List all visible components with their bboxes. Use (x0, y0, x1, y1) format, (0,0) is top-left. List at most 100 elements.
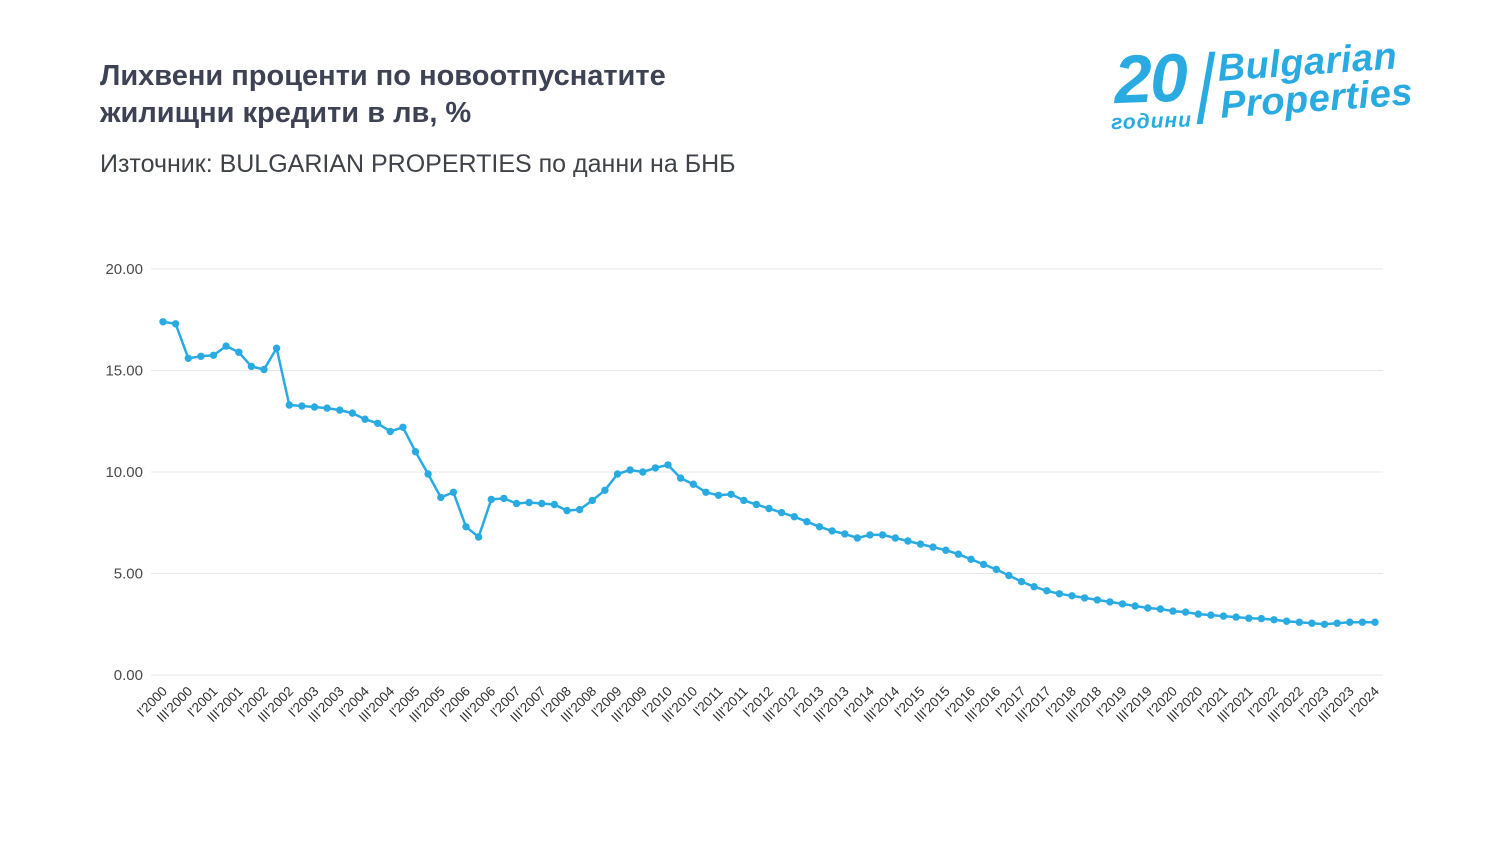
y-tick-label: 15.00 (105, 363, 143, 380)
data-point (1308, 619, 1316, 627)
data-point (197, 352, 205, 360)
data-point (272, 344, 281, 352)
y-tick-label: 20.00 (105, 261, 143, 278)
data-point (1282, 617, 1291, 625)
line-series (161, 320, 1377, 626)
data-point (752, 500, 761, 509)
data-point (437, 493, 445, 502)
logo-number: 20 (1113, 39, 1188, 119)
data-point (487, 495, 495, 504)
data-point (399, 423, 407, 431)
data-point (1017, 577, 1026, 586)
data-point (929, 543, 937, 551)
page-title: Лихвени проценти по новоотпуснатите жили… (100, 58, 666, 132)
logo-divider-bar (1196, 51, 1216, 125)
data-point (336, 406, 344, 414)
data-point (1207, 611, 1215, 619)
data-point (866, 531, 874, 539)
data-point (841, 530, 849, 538)
page-subtitle: Източник: BULGARIAN PROPERTIES по данни … (100, 150, 736, 178)
data-point (1320, 620, 1329, 628)
data-point (550, 500, 559, 509)
y-tick-label: 0.00 (114, 667, 143, 684)
chart-svg: 0.00 5.00 10.00 15.00 20.00 I'2000III'2000I'2… (105, 261, 1383, 725)
y-axis-labels: 0.00 5.00 10.00 15.00 20.00 (105, 261, 143, 684)
data-point (222, 342, 230, 350)
data-point (1270, 616, 1278, 624)
data-point (740, 496, 748, 505)
data-point (298, 402, 306, 410)
data-point (1181, 608, 1190, 616)
data-point (575, 505, 584, 514)
data-point (702, 488, 710, 496)
data-point (1371, 618, 1379, 626)
data-point (689, 480, 697, 488)
data-point (1295, 618, 1304, 626)
data-points (159, 318, 1379, 628)
data-point (828, 527, 836, 535)
data-point (1030, 583, 1038, 591)
data-point (1169, 607, 1177, 615)
page-title-line2: жилищни кредити в лв, % (100, 97, 472, 129)
logo-years-label: години (1110, 108, 1193, 135)
y-tick-label: 5.00 (114, 566, 143, 583)
bulgarian-properties-logo: 20 години Bulgarian Properties (1109, 35, 1414, 135)
data-point (904, 537, 912, 545)
data-point (525, 498, 533, 507)
data-point (803, 518, 811, 526)
data-point (348, 409, 357, 417)
logo-20-years: 20 години (1109, 39, 1193, 135)
data-point (626, 466, 634, 474)
data-point (1333, 619, 1341, 627)
data-point (1232, 613, 1240, 621)
data-point (373, 419, 382, 427)
data-point (1219, 612, 1228, 620)
data-point (1093, 596, 1101, 604)
logo-brand-line2: Properties (1218, 71, 1415, 127)
data-point (386, 427, 394, 436)
y-tick-label: 10.00 (105, 464, 143, 481)
data-point (1055, 590, 1064, 598)
data-point (588, 496, 596, 505)
data-point (512, 499, 521, 508)
data-point (285, 401, 293, 409)
data-point (1080, 594, 1089, 602)
data-point (1194, 610, 1203, 618)
data-point (1068, 592, 1076, 600)
data-point (1106, 598, 1114, 606)
data-point (714, 491, 723, 499)
data-point (424, 470, 432, 478)
data-point (462, 523, 470, 531)
data-point (954, 550, 963, 558)
data-point (1156, 605, 1165, 613)
data-point (1257, 614, 1266, 623)
data-point (247, 362, 256, 371)
data-point (1118, 600, 1127, 608)
data-point (853, 534, 862, 542)
data-point (916, 540, 925, 548)
logo-brand-name: Bulgarian Properties (1216, 35, 1415, 127)
data-point (323, 404, 331, 412)
data-point (159, 318, 167, 326)
gridlines (151, 268, 1383, 676)
data-point (979, 560, 988, 569)
data-point (1346, 618, 1354, 626)
data-point (538, 499, 546, 508)
x-axis-labels: I'2000III'2000I'2001III'2001I'2002III'20… (134, 683, 1383, 725)
data-point (563, 506, 571, 515)
data-point (235, 348, 243, 356)
data-point (639, 468, 647, 476)
data-point (676, 474, 685, 482)
data-point (1131, 602, 1139, 610)
data-point (727, 490, 735, 498)
data-point (171, 320, 180, 328)
data-point (601, 486, 609, 494)
data-point (474, 533, 483, 541)
data-point (260, 365, 268, 374)
data-point (765, 504, 773, 513)
data-point (651, 464, 660, 472)
data-point (310, 403, 319, 411)
page-title-line1: Лихвени проценти по новоотпуснатите (100, 60, 666, 92)
data-point (1005, 571, 1013, 580)
